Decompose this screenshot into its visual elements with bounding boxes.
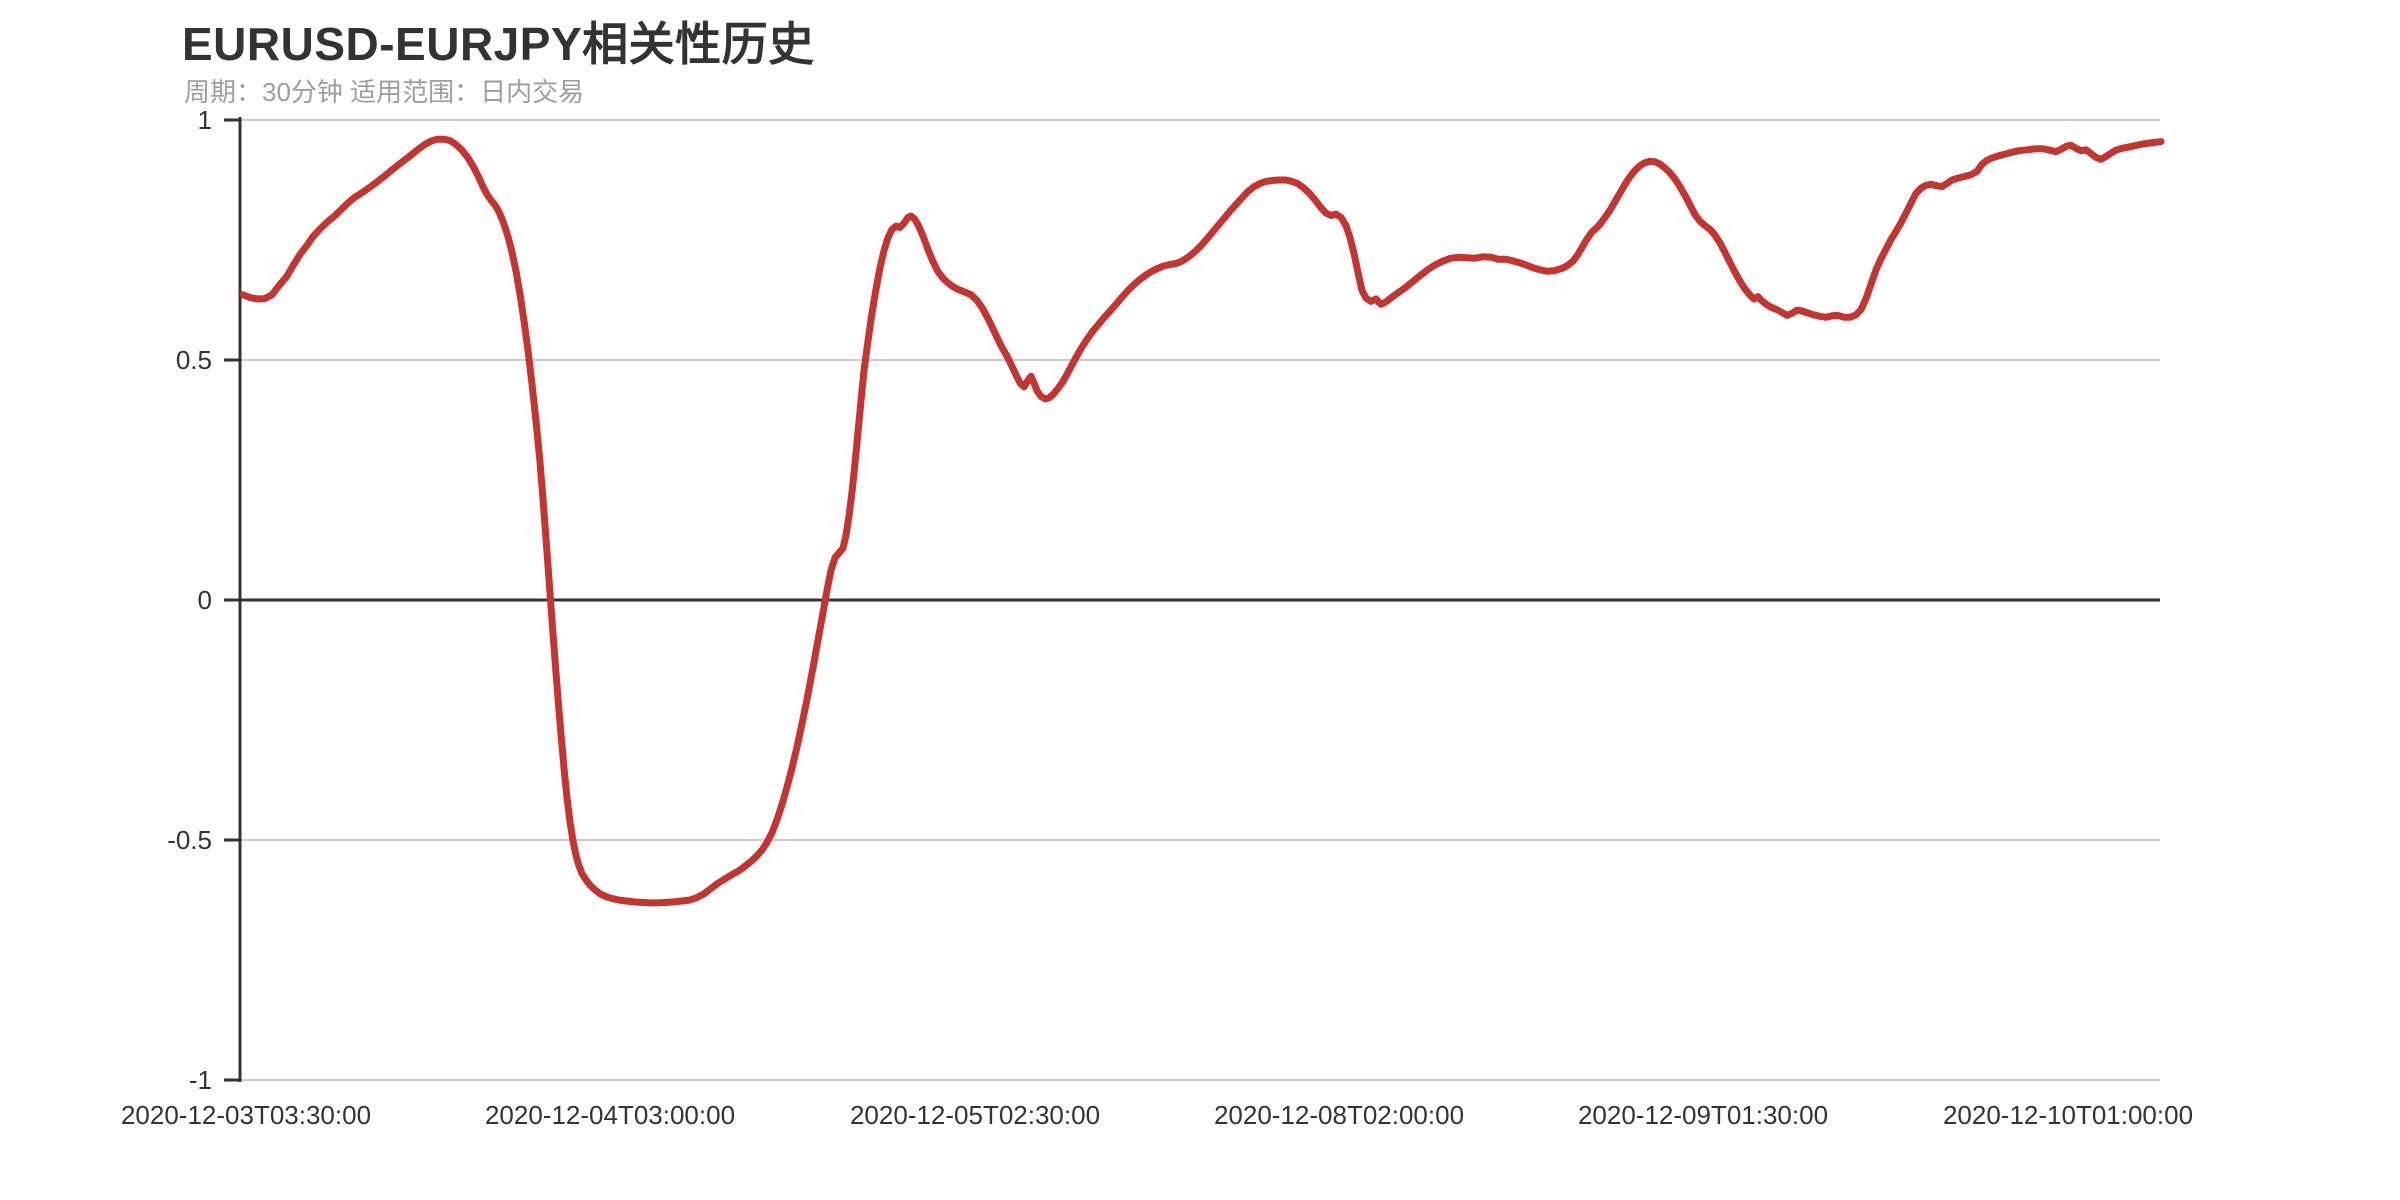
y-axis-tick-label: -1 [189, 1065, 212, 1095]
x-axis-tick-label: 2020-12-04T03:00:00 [485, 1100, 735, 1130]
y-axis-tick-label: 0.5 [176, 345, 212, 375]
x-axis-tick-label: 2020-12-05T02:30:00 [850, 1100, 1100, 1130]
y-axis-tick-label: 1 [198, 105, 212, 135]
chart-title: EURUSD-EURJPY相关性历史 [182, 18, 815, 70]
y-axis-tick-label: 0 [198, 585, 212, 615]
x-axis-tick-label: 2020-12-03T03:30:00 [121, 1100, 371, 1130]
x-axis-tick-label: 2020-12-08T02:00:00 [1214, 1100, 1464, 1130]
x-axis-tick-label: 2020-12-10T01:00:00 [1943, 1100, 2193, 1130]
correlation-line-series[interactable] [239, 135, 2165, 907]
chart-subtitle: 周期：30分钟 适用范围：日内交易 [184, 77, 585, 107]
y-axis-tick-label: -0.5 [167, 825, 212, 855]
x-axis-tick-label: 2020-12-09T01:30:00 [1578, 1100, 1828, 1130]
